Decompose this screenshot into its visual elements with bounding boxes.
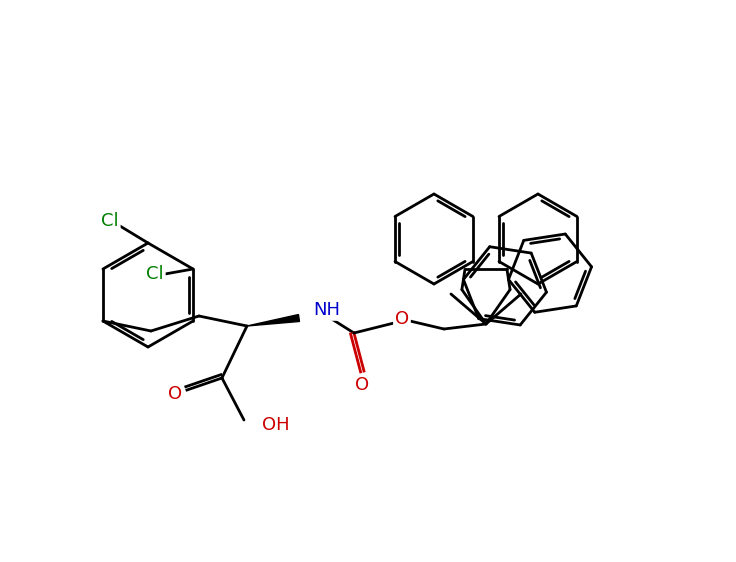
Text: O: O <box>168 385 182 403</box>
Text: Cl: Cl <box>101 212 118 230</box>
Text: NH: NH <box>313 301 340 319</box>
Text: O: O <box>395 310 409 328</box>
Text: Cl: Cl <box>146 265 164 283</box>
Polygon shape <box>247 315 300 326</box>
Text: OH: OH <box>262 416 289 434</box>
Text: O: O <box>355 376 369 394</box>
